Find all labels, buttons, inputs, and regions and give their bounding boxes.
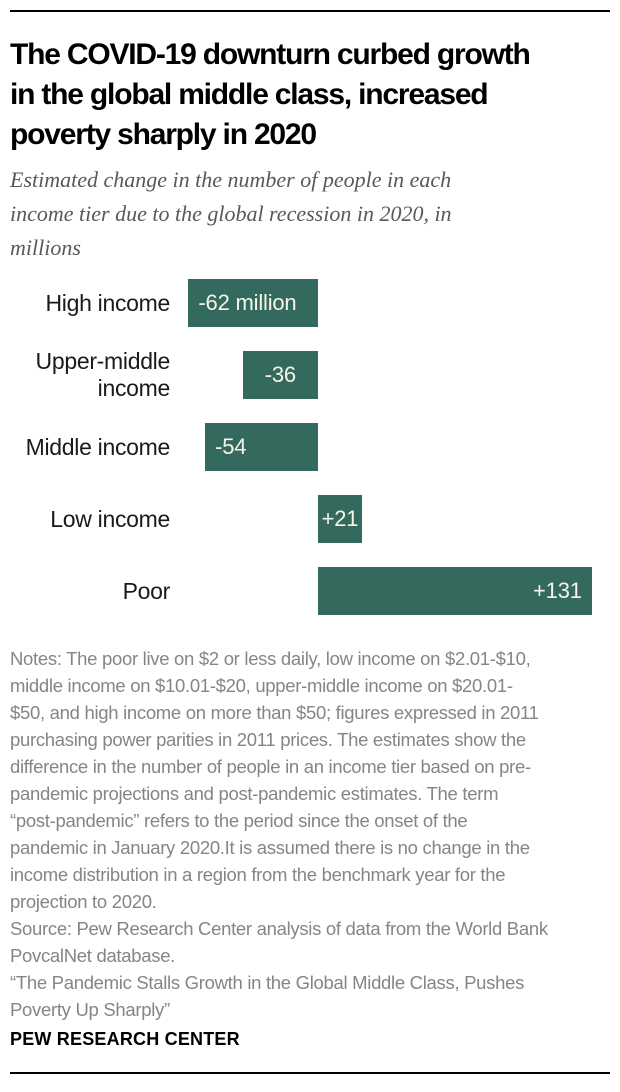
chart-row: High income -62 million <box>10 279 610 327</box>
title-line: in the global middle class, increased <box>10 78 489 111</box>
bar: -36 <box>242 351 318 399</box>
notes-line: difference in the number of people in an… <box>10 756 531 777</box>
bar-chart: High income -62 million Upper-middle incom… <box>10 279 610 615</box>
notes-block: Notes: The poor live on $2 or less daily… <box>10 645 610 1023</box>
chart-row: Low income +21 <box>10 495 610 543</box>
category-label: Low income <box>50 505 170 532</box>
quote-line: Poverty Up Sharply” <box>10 999 170 1020</box>
brand-footer: PEW RESEARCH CENTER <box>10 1029 240 1049</box>
subtitle-line: millions <box>10 235 81 260</box>
value-label: +21 <box>321 506 359 531</box>
page-title: The COVID-19 downturn curbed growth in th… <box>10 35 610 155</box>
report-graphic: The COVID-19 downturn curbed growth in th… <box>0 10 620 1074</box>
chart-subtitle: Estimated change in the number of people… <box>10 163 610 265</box>
category-label: High income <box>45 289 170 316</box>
notes-line: purchasing power parities in 2011 prices… <box>10 729 526 750</box>
bar: -62 million <box>188 279 318 327</box>
source-text: Source: Pew Research Center analysis of … <box>10 915 610 969</box>
quote-text: “The Pandemic Stalls Growth in the Globa… <box>10 969 610 1023</box>
notes-line: pandemic in January 2020.It is assumed t… <box>10 837 530 858</box>
title-line: The COVID-19 downturn curbed growth <box>10 38 531 71</box>
category-label: Poor <box>122 577 171 604</box>
notes-line: income distribution in a region from the… <box>10 864 506 885</box>
title-line: poverty sharply in 2020 <box>10 118 317 151</box>
category-label: Middle income <box>25 433 171 460</box>
category-label: Upper-middle income <box>35 348 171 401</box>
bar: -54 <box>205 423 318 471</box>
value-label: -36 <box>264 362 296 387</box>
notes-line: “post-pandemic” refers to the period sin… <box>10 810 468 831</box>
bottom-rule <box>10 1072 610 1074</box>
notes-line: middle income on $10.01-$20, upper-middl… <box>10 675 513 696</box>
subtitle-line: Estimated change in the number of people… <box>10 167 452 192</box>
value-label: -62 million <box>198 290 297 315</box>
notes-line: $50, and high income on more than $50; f… <box>10 702 539 723</box>
notes-line: pandemic projections and post-pandemic e… <box>10 783 499 804</box>
chart-row: Middle income -54 <box>10 423 610 471</box>
top-rule <box>10 10 610 12</box>
value-label: +131 <box>533 578 582 603</box>
notes-line: Notes: The poor live on $2 or less daily… <box>10 648 531 669</box>
notes-line: projection to 2020. <box>10 891 157 912</box>
source-line: Source: Pew Research Center analysis of … <box>10 918 548 939</box>
bar: +131 <box>318 567 592 615</box>
chart-row: Upper-middle income -36 <box>10 348 610 401</box>
chart-row: Poor +131 <box>10 567 610 615</box>
bar: +21 <box>318 495 362 543</box>
subtitle-line: income tier due to the global recession … <box>10 201 452 226</box>
source-line: PovcalNet database. <box>10 945 176 966</box>
notes-text: Notes: The poor live on $2 or less daily… <box>10 645 610 915</box>
value-label: -54 <box>215 434 247 459</box>
quote-line: “The Pandemic Stalls Growth in the Globa… <box>10 972 525 993</box>
